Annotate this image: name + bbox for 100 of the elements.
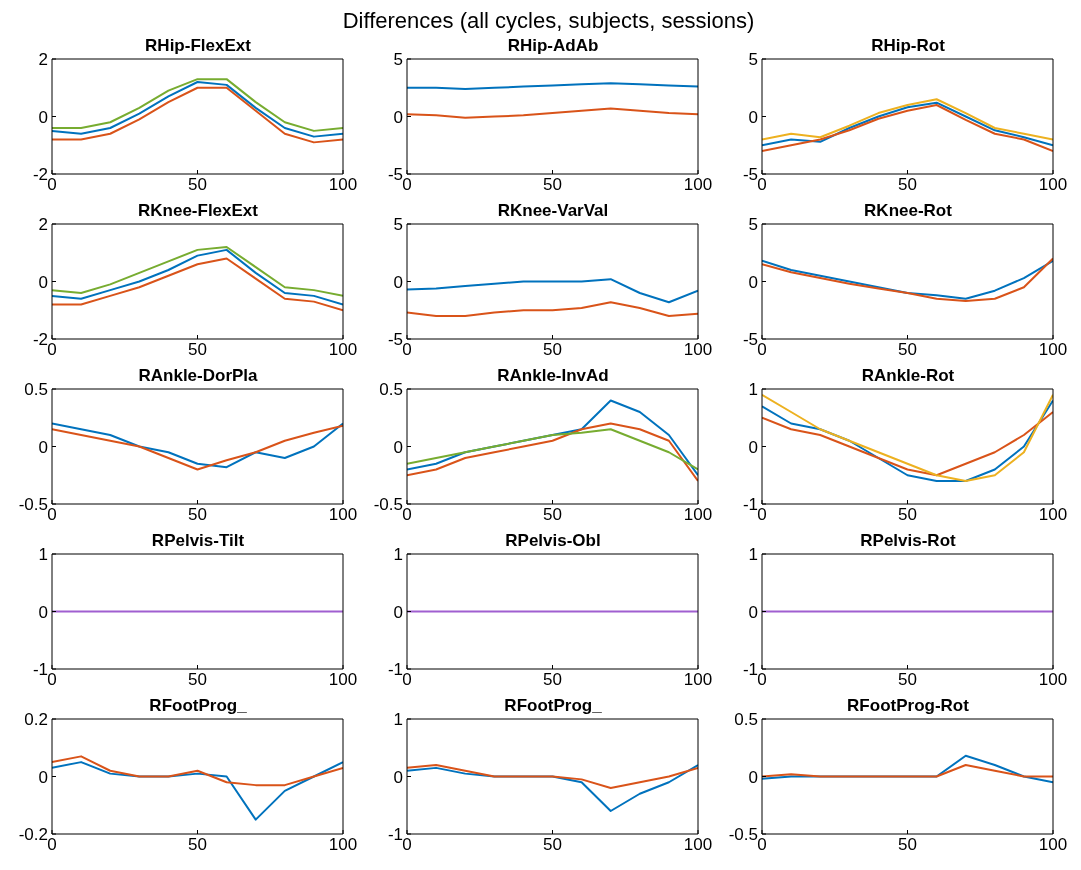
x-tick-label: 50 bbox=[188, 505, 207, 525]
y-tick-label: 5 bbox=[748, 50, 758, 70]
chart-title: RFootProg_ bbox=[148, 696, 248, 716]
line-series bbox=[52, 86, 343, 144]
chart-title: RPelvis-Rot bbox=[859, 531, 957, 551]
chart-title: RHip-Rot bbox=[870, 36, 946, 56]
y-tick-label: 1 bbox=[748, 545, 758, 565]
y-tick-label: -5 bbox=[742, 330, 758, 350]
line-series bbox=[52, 755, 343, 787]
y-tick-label: 0.5 bbox=[379, 380, 403, 400]
y-tick-label: -1 bbox=[32, 660, 48, 680]
line-series bbox=[52, 246, 343, 297]
y-tick-label: 5 bbox=[393, 50, 403, 70]
x-tick-label: 50 bbox=[188, 175, 207, 195]
y-tick-label: 0 bbox=[748, 602, 758, 622]
y-tick-label: -0.5 bbox=[728, 825, 758, 845]
y-tick-label: 0 bbox=[38, 437, 48, 457]
chart-title: RAnkle-InvAd bbox=[496, 366, 610, 386]
x-tick-label: 50 bbox=[543, 340, 562, 360]
x-tick-label: 100 bbox=[328, 505, 358, 525]
y-tick-label: 0 bbox=[393, 272, 403, 292]
x-tick-label: 100 bbox=[328, 670, 358, 690]
y-tick-label: 0 bbox=[748, 437, 758, 457]
y-tick-label: 1 bbox=[748, 380, 758, 400]
chart-title: RKnee-Rot bbox=[863, 201, 953, 221]
chart-title: RFootProg_ bbox=[503, 696, 603, 716]
x-tick-label: 100 bbox=[683, 670, 713, 690]
y-tick-label: 2 bbox=[38, 50, 48, 70]
y-tick-label: 0 bbox=[748, 272, 758, 292]
line-series bbox=[407, 422, 698, 482]
y-tick-label: 5 bbox=[393, 215, 403, 235]
x-tick-label: 50 bbox=[543, 505, 562, 525]
chart-title: RAnkle-Rot bbox=[860, 366, 956, 386]
chart-title: RKnee-VarVal bbox=[496, 201, 610, 221]
x-tick-label: 50 bbox=[898, 175, 917, 195]
y-tick-label: -1 bbox=[387, 825, 403, 845]
line-series bbox=[52, 257, 343, 312]
x-tick-label: 100 bbox=[683, 340, 713, 360]
x-tick-label: 100 bbox=[683, 505, 713, 525]
y-tick-label: 0 bbox=[748, 767, 758, 787]
y-tick-label: -0.5 bbox=[18, 495, 48, 515]
line-series bbox=[407, 428, 698, 471]
y-tick-label: 0 bbox=[393, 767, 403, 787]
y-tick-label: 0 bbox=[748, 107, 758, 127]
line-series bbox=[762, 411, 1053, 477]
x-tick-label: 50 bbox=[898, 670, 917, 690]
chart-title: RPelvis-Tilt bbox=[150, 531, 246, 551]
y-tick-label: -1 bbox=[742, 660, 758, 680]
y-tick-label: 0 bbox=[393, 107, 403, 127]
y-tick-label: 0.2 bbox=[24, 710, 48, 730]
text: Differences (all cycles, subjects, sessions) bbox=[341, 8, 756, 34]
y-tick-label: -1 bbox=[387, 660, 403, 680]
y-tick-label: 0 bbox=[393, 602, 403, 622]
line-series bbox=[52, 248, 343, 306]
line-series bbox=[407, 278, 698, 304]
x-tick-label: 50 bbox=[188, 835, 207, 855]
x-tick-label: 100 bbox=[328, 835, 358, 855]
y-tick-label: -2 bbox=[32, 330, 48, 350]
line-series bbox=[407, 764, 698, 789]
x-tick-label: 100 bbox=[1038, 340, 1068, 360]
chart-title: RPelvis-Obl bbox=[504, 531, 602, 551]
y-tick-label: 2 bbox=[38, 215, 48, 235]
line-series bbox=[407, 301, 698, 317]
y-tick-label: -1 bbox=[742, 495, 758, 515]
chart-title: RHip-FlexExt bbox=[144, 36, 252, 56]
x-tick-label: 50 bbox=[898, 340, 917, 360]
y-tick-label: -5 bbox=[742, 165, 758, 185]
y-tick-label: -0.5 bbox=[373, 495, 403, 515]
x-tick-label: 50 bbox=[543, 670, 562, 690]
x-tick-label: 100 bbox=[683, 175, 713, 195]
y-tick-label: 0 bbox=[38, 602, 48, 622]
x-tick-label: 100 bbox=[1038, 835, 1068, 855]
x-tick-label: 100 bbox=[328, 175, 358, 195]
chart-title: RHip-AdAb bbox=[506, 36, 600, 56]
line-series bbox=[762, 98, 1053, 141]
y-tick-label: 0.5 bbox=[24, 380, 48, 400]
line-series bbox=[407, 107, 698, 119]
x-tick-label: 100 bbox=[1038, 670, 1068, 690]
y-tick-label: 1 bbox=[393, 545, 403, 565]
y-tick-label: -2 bbox=[32, 165, 48, 185]
y-tick-label: 0.5 bbox=[734, 710, 758, 730]
x-tick-label: 50 bbox=[188, 340, 207, 360]
line-series bbox=[52, 761, 343, 821]
chart-title: RFootProg-Rot bbox=[846, 696, 970, 716]
x-tick-label: 50 bbox=[898, 505, 917, 525]
x-tick-label: 100 bbox=[1038, 175, 1068, 195]
x-tick-label: 50 bbox=[188, 670, 207, 690]
x-tick-label: 50 bbox=[543, 175, 562, 195]
y-tick-label: -5 bbox=[387, 330, 403, 350]
x-tick-label: 50 bbox=[543, 835, 562, 855]
y-tick-label: 0 bbox=[38, 767, 48, 787]
chart-title: RKnee-FlexExt bbox=[137, 201, 259, 221]
x-tick-label: 50 bbox=[898, 835, 917, 855]
line-series bbox=[762, 764, 1053, 778]
y-tick-label: 0 bbox=[393, 437, 403, 457]
y-tick-label: 5 bbox=[748, 215, 758, 235]
y-tick-label: -5 bbox=[387, 165, 403, 185]
x-tick-label: 100 bbox=[683, 835, 713, 855]
y-tick-label: 0 bbox=[38, 272, 48, 292]
chart-title: RAnkle-DorPla bbox=[137, 366, 259, 386]
